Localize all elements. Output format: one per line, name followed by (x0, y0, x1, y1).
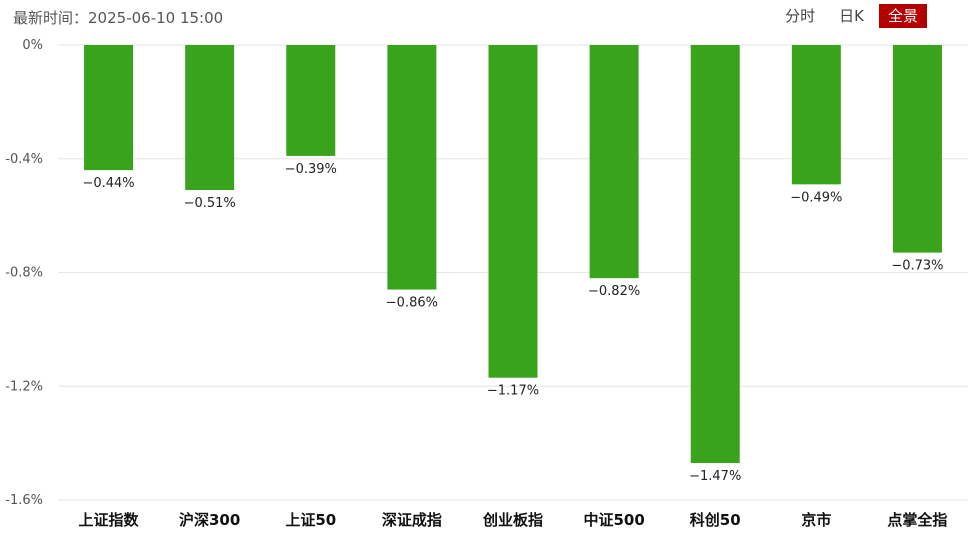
category-label: 点掌全指 (887, 511, 947, 529)
value-label: −1.47% (689, 469, 741, 484)
bar (892, 45, 942, 253)
bar (488, 45, 538, 378)
view-tabs: 分时 日K 全景 (770, 4, 927, 28)
y-tick-label: -1.2% (5, 379, 43, 394)
tab-panorama[interactable]: 全景 (878, 4, 927, 28)
category-label: 京市 (801, 511, 831, 529)
value-label: −0.39% (285, 162, 337, 177)
y-tick-label: -1.6% (5, 493, 43, 508)
bar (791, 45, 841, 185)
latest-time-value: 2025-06-10 15:00 (88, 9, 224, 27)
y-tick-label: -0.8% (5, 266, 43, 281)
bar (387, 45, 437, 290)
value-label: −1.17% (487, 384, 539, 399)
bar (185, 45, 235, 191)
category-label: 中证500 (583, 511, 644, 529)
chart-header: 最新时间：2025-06-10 15:00 分时 日K 全景 (0, 0, 968, 34)
y-tick-label: -0.4% (5, 152, 43, 167)
category-label: 上证50 (285, 511, 336, 529)
tab-intraday[interactable]: 分时 (785, 7, 816, 25)
value-label: −0.82% (588, 284, 640, 299)
tab-daily-k[interactable]: 日K (839, 7, 864, 25)
value-label: −0.73% (891, 259, 943, 274)
category-label: 深证成指 (382, 511, 442, 529)
bar (84, 45, 134, 171)
value-label: −0.44% (82, 176, 134, 191)
category-label: 创业板指 (482, 511, 543, 529)
category-label: 上证指数 (79, 511, 140, 529)
category-label: 沪深300 (179, 511, 240, 529)
category-label: 科创50 (690, 511, 741, 529)
latest-time: 最新时间：2025-06-10 15:00 (13, 7, 223, 28)
y-tick-label: 0% (22, 38, 43, 53)
latest-time-label: 最新时间： (13, 9, 89, 27)
bar (690, 45, 740, 464)
bar (286, 45, 336, 156)
value-label: −0.49% (790, 190, 842, 205)
value-label: −0.51% (184, 196, 236, 211)
value-label: −0.86% (386, 296, 438, 311)
bar (589, 45, 639, 279)
